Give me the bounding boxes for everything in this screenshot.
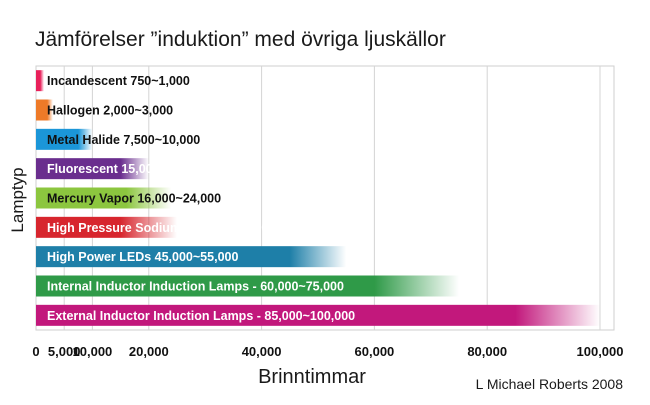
- x-tick-label: 80,000: [467, 344, 507, 359]
- x-tick-label: 5,000: [48, 344, 81, 359]
- x-tick-label: 10,000: [73, 344, 113, 359]
- bar: [36, 158, 149, 180]
- bar: [36, 99, 53, 121]
- bar: [36, 304, 600, 326]
- bar: [36, 246, 347, 268]
- bar-label: Hallogen 2,000~3,000: [47, 104, 173, 118]
- bars-group: Incandescent 750~1,000 Hallogen 2,000~3,0…: [36, 70, 600, 326]
- bar: [36, 275, 459, 297]
- chart-title: Jämförelser ”induktion” med övriga ljusk…: [35, 28, 446, 51]
- x-tick-label: 40,000: [242, 344, 282, 359]
- x-tick-label: 20,000: [129, 344, 169, 359]
- bar: [36, 70, 44, 92]
- bar-label: Metal Halide 7,500~10,000: [47, 133, 200, 147]
- y-axis-label: Lamptyp: [8, 167, 27, 232]
- bar: [36, 216, 177, 238]
- bar-label: High Pressure Sodium 15,000~25,000: [47, 221, 268, 235]
- bar: [36, 128, 93, 150]
- x-tick-label: 100,000: [577, 344, 624, 359]
- bar-label: High Power LEDs 45,000~55,000: [47, 250, 238, 264]
- bar-label: Fluorescent 15,000~20,000: [47, 162, 205, 176]
- x-tick-label: 0: [32, 344, 39, 359]
- x-tick-label: 60,000: [355, 344, 395, 359]
- x-axis-label: Brinntimmar: [258, 366, 366, 388]
- bar-label: Mercury Vapor 16,000~24,000: [47, 192, 221, 206]
- bar: [36, 187, 172, 209]
- bar-label: Internal Inductor Induction Lamps - 60,0…: [47, 280, 344, 294]
- bar-label: External Inductor Induction Lamps - 85,0…: [47, 309, 355, 323]
- bar-label: Incandescent 750~1,000: [47, 74, 190, 88]
- credit-text: L Michael Roberts 2008: [476, 376, 624, 392]
